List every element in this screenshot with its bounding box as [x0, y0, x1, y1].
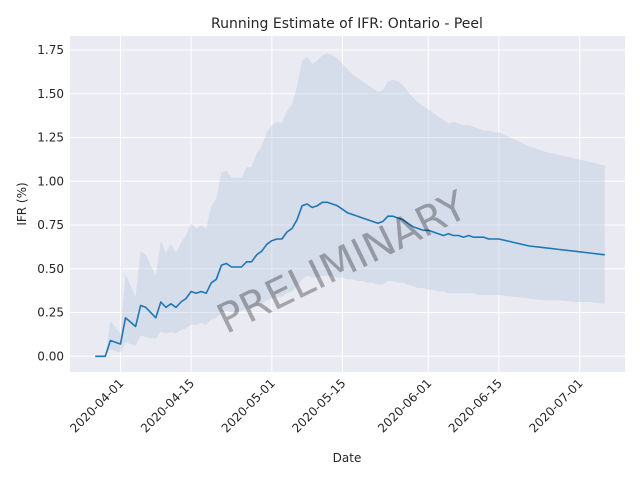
grid [70, 36, 625, 372]
x-tick-label: 2020-05-15 [289, 376, 348, 435]
x-tick-label: 2020-07-01 [526, 376, 585, 435]
y-tick-label: 1.75 [37, 43, 64, 57]
y-tick-label: 1.50 [37, 87, 64, 101]
y-tick-label: 0.00 [37, 349, 64, 363]
confidence-band [95, 53, 605, 357]
y-tick-label: 0.75 [37, 218, 64, 232]
x-axis-title: Date [333, 451, 362, 465]
ifr-line [95, 201, 605, 358]
x-tick-label: 2020-04-01 [67, 376, 126, 435]
y-tick-label: 0.25 [37, 306, 64, 320]
plot-background [70, 36, 625, 372]
ifr-series [95, 201, 605, 358]
y-tick-labels: 0.00 0.25 0.50 0.75 1.00 1.25 1.50 1.75 [37, 43, 64, 363]
y-tick-label: 1.00 [37, 174, 64, 188]
y-axis-title: IFR (%) [15, 182, 29, 225]
x-tick-labels: 2020-04-01 2020-04-15 2020-05-01 2020-05-15… [67, 376, 585, 435]
x-tick-label: 2020-06-01 [375, 376, 434, 435]
x-tick-label: 2020-04-15 [138, 376, 197, 435]
chart-title: Running Estimate of IFR: Ontario - Peel [211, 16, 483, 32]
confidence-band-area [95, 53, 605, 357]
x-tick-label: 2020-06-15 [446, 376, 505, 435]
x-tick-label: 2020-05-01 [219, 376, 278, 435]
y-tick-label: 1.25 [37, 131, 64, 145]
y-tick-label: 0.50 [37, 262, 64, 276]
